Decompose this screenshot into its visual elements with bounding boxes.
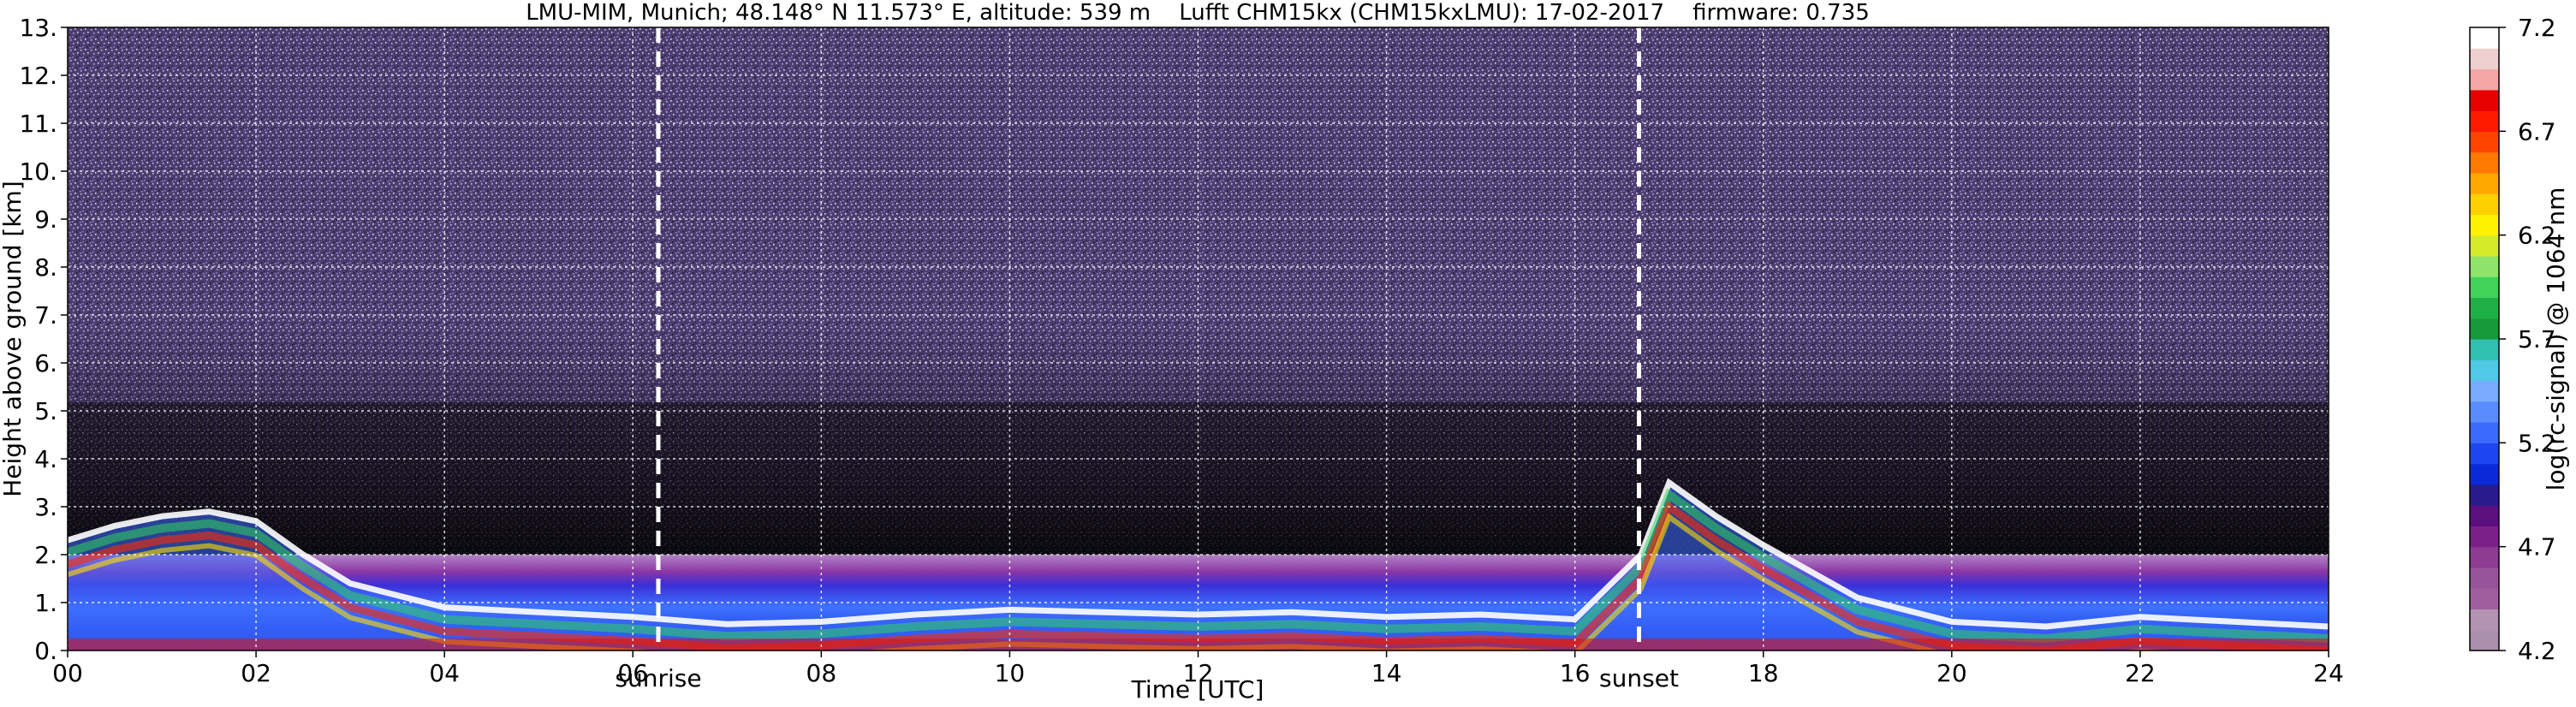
colorbar-segment xyxy=(2470,68,2499,91)
x-tick-label: 24 xyxy=(2313,659,2344,687)
colorbar-ticks: 4.2 4.7 5.2 5.7 6.2 6.7 7.2 xyxy=(2499,14,2556,665)
colorbar-segment xyxy=(2470,214,2499,236)
colorbar-segment xyxy=(2470,131,2499,153)
x-tick-label: 16 xyxy=(1560,659,1591,687)
colorbar-segment xyxy=(2470,588,2499,610)
event-label-sunrise: sunrise xyxy=(615,664,701,692)
colorbar-tick-label: 7.2 xyxy=(2518,14,2556,42)
y-tick-label: 2. xyxy=(34,541,57,569)
colorbar-segment xyxy=(2470,629,2499,651)
colorbar-segment xyxy=(2470,152,2499,174)
colorbar-segment xyxy=(2470,484,2499,506)
colorbar-tick-label: 6.2 xyxy=(2518,222,2556,250)
event-lines xyxy=(656,27,1641,651)
colorbar-segment xyxy=(2470,359,2499,382)
colorbar-segment xyxy=(2470,27,2499,49)
plot-area xyxy=(68,27,2329,651)
colorbar-segment xyxy=(2470,505,2499,526)
colorbar-segment xyxy=(2470,401,2499,423)
chart-title: LMU-MIM, Munich; 48.148° N 11.573° E, al… xyxy=(526,0,1870,26)
colorbar-segment xyxy=(2470,255,2499,277)
x-tick-label: 20 xyxy=(1936,659,1967,687)
y-tick-label: 11. xyxy=(19,110,57,138)
colorbar-tick-label: 4.7 xyxy=(2518,533,2556,561)
colorbar-segment xyxy=(2470,297,2499,319)
colorbar-segment xyxy=(2470,172,2499,194)
y-tick-label: 9. xyxy=(34,205,57,234)
event-labels: sunrise sunset xyxy=(615,664,1679,692)
y-tick-label: 0. xyxy=(34,637,57,665)
cloud-base-white xyxy=(68,478,2329,630)
colorbar-segment xyxy=(2470,609,2499,631)
colorbar-segment xyxy=(2470,546,2499,568)
y-axis-label: Height above ground [km] xyxy=(0,181,27,497)
colorbar-segment xyxy=(2470,422,2499,443)
x-axis-label: Time [UTC] xyxy=(1131,675,1264,704)
y-tick-label: 5. xyxy=(34,397,57,425)
x-tick-label: 02 xyxy=(241,659,271,687)
x-tick-label: 12 xyxy=(1183,659,1214,687)
colorbar-segment xyxy=(2470,567,2499,589)
y-tick-label: 1. xyxy=(34,589,57,617)
y-tick-label: 13. xyxy=(19,14,57,42)
y-tick-label: 3. xyxy=(34,493,57,521)
y-tick-label: 10. xyxy=(19,157,57,186)
colorbar-segment xyxy=(2470,339,2499,360)
y-tick-label: 12. xyxy=(19,62,57,90)
x-tick-label: 00 xyxy=(52,659,83,687)
y-tick-label: 7. xyxy=(34,301,57,330)
colorbar-segment xyxy=(2470,526,2499,548)
cloud-base-red xyxy=(68,500,2329,651)
colorbar-label: log(rc-signal) @ 1064 nm xyxy=(2542,187,2570,491)
event-label-sunset: sunset xyxy=(1599,664,1679,692)
colorbar-segment xyxy=(2470,276,2499,299)
colorbar-tick-label: 5.2 xyxy=(2518,429,2556,457)
grid-lines xyxy=(68,27,2329,651)
colorbar-tick-label: 5.7 xyxy=(2518,325,2556,354)
colorbar xyxy=(2469,27,2500,651)
x-tick-label: 10 xyxy=(995,659,1026,687)
y-tick-label: 8. xyxy=(34,253,57,282)
y-tick-label: 4. xyxy=(34,445,57,473)
x-tick-label: 08 xyxy=(806,659,837,687)
colorbar-segment xyxy=(2470,463,2499,485)
colorbar-segment xyxy=(2470,380,2499,402)
colorbar-segment xyxy=(2470,443,2499,465)
colorbar-tick-label: 6.7 xyxy=(2518,117,2556,146)
colorbar-segment xyxy=(2470,235,2499,257)
x-tick-label: 18 xyxy=(1748,659,1779,687)
y-axis-ticks: 0. 1. 2. 3. 4. 5. 6. 7. 8. 9. 10. 11. 12. 13. xyxy=(19,14,68,665)
cloud-base-green xyxy=(68,488,2329,644)
colorbar-segment xyxy=(2470,110,2499,132)
x-tick-label: 22 xyxy=(2125,659,2156,687)
colorbar-segment xyxy=(2470,48,2499,70)
x-tick-label: 04 xyxy=(429,659,460,687)
colorbar-segment xyxy=(2470,89,2499,111)
colorbar-tick-label: 4.2 xyxy=(2518,637,2556,665)
x-axis-ticks: 00 02 04 06 08 10 12 14 16 18 20 22 24 xyxy=(52,651,2344,687)
y-tick-label: 6. xyxy=(34,349,57,377)
colorbar-segment xyxy=(2470,318,2499,340)
x-tick-label: 14 xyxy=(1371,659,1402,687)
x-tick-label: 06 xyxy=(617,659,648,687)
colorbar-segment xyxy=(2470,193,2499,215)
